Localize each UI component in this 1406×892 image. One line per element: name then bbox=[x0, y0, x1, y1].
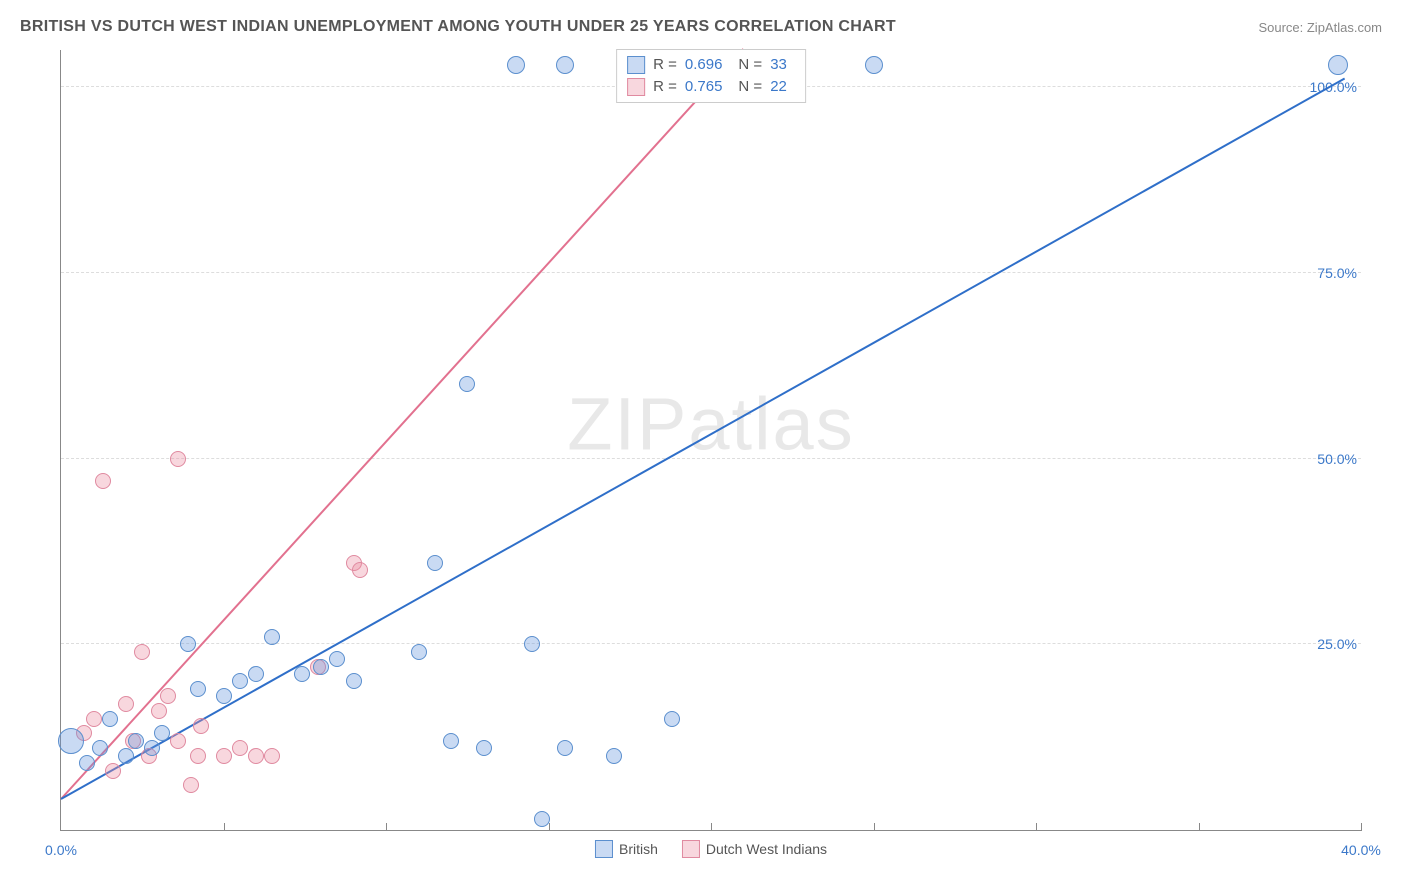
y-tick-label: 25.0% bbox=[1317, 636, 1357, 652]
data-point bbox=[664, 711, 680, 727]
data-point bbox=[190, 748, 206, 764]
data-point bbox=[118, 696, 134, 712]
data-point bbox=[232, 740, 248, 756]
y-tick-label: 50.0% bbox=[1317, 451, 1357, 467]
data-point bbox=[151, 703, 167, 719]
data-point bbox=[264, 748, 280, 764]
r-value: 0.696 bbox=[685, 54, 723, 76]
data-point bbox=[524, 636, 540, 652]
r-value: 0.765 bbox=[685, 76, 723, 98]
x-tick bbox=[549, 823, 550, 831]
x-tick bbox=[224, 823, 225, 831]
data-point bbox=[606, 748, 622, 764]
legend-swatch bbox=[595, 840, 613, 858]
data-point bbox=[190, 681, 206, 697]
data-point bbox=[58, 728, 84, 754]
x-tick bbox=[711, 823, 712, 831]
data-point bbox=[865, 56, 883, 74]
data-point bbox=[507, 56, 525, 74]
gridline bbox=[61, 458, 1361, 459]
legend-swatch bbox=[682, 840, 700, 858]
data-point bbox=[329, 651, 345, 667]
x-tick bbox=[874, 823, 875, 831]
trend-line bbox=[60, 48, 744, 800]
data-point bbox=[459, 376, 475, 392]
data-point bbox=[125, 733, 141, 749]
watermark-text: ZIPatlas bbox=[567, 382, 854, 467]
data-point bbox=[310, 659, 326, 675]
x-tick bbox=[386, 823, 387, 831]
data-point bbox=[352, 562, 368, 578]
gridline bbox=[61, 643, 1361, 644]
data-point bbox=[86, 711, 102, 727]
data-point bbox=[248, 748, 264, 764]
n-label: N = bbox=[738, 54, 762, 76]
data-point bbox=[476, 740, 492, 756]
x-tick bbox=[1036, 823, 1037, 831]
chart-title: BRITISH VS DUTCH WEST INDIAN UNEMPLOYMEN… bbox=[20, 18, 896, 36]
source-label: Source: ZipAtlas.com bbox=[1258, 20, 1382, 35]
data-point bbox=[294, 666, 310, 682]
legend-swatch bbox=[627, 78, 645, 96]
r-label: R = bbox=[653, 76, 677, 98]
r-label: R = bbox=[653, 54, 677, 76]
data-point bbox=[346, 673, 362, 689]
x-tick-label: 40.0% bbox=[1341, 842, 1381, 858]
data-point bbox=[183, 777, 199, 793]
data-point bbox=[102, 711, 118, 727]
data-point bbox=[427, 555, 443, 571]
n-value: 22 bbox=[770, 76, 787, 98]
gridline bbox=[61, 272, 1361, 273]
legend-label: British bbox=[619, 841, 658, 857]
n-label: N = bbox=[738, 76, 762, 98]
data-point bbox=[557, 740, 573, 756]
data-point bbox=[180, 636, 196, 652]
data-point bbox=[1328, 55, 1348, 75]
data-point bbox=[443, 733, 459, 749]
stats-row: R = 0.765 N = 22 bbox=[627, 76, 795, 98]
data-point bbox=[232, 673, 248, 689]
legend-item: British bbox=[595, 840, 658, 858]
stats-row: R = 0.696 N = 33 bbox=[627, 54, 795, 76]
data-point bbox=[95, 473, 111, 489]
x-tick bbox=[1361, 823, 1362, 831]
n-value: 33 bbox=[770, 54, 787, 76]
legend-swatch bbox=[627, 56, 645, 74]
y-tick-label: 75.0% bbox=[1317, 265, 1357, 281]
trend-line bbox=[61, 78, 1346, 800]
data-point bbox=[216, 688, 232, 704]
x-tick-label: 0.0% bbox=[45, 842, 77, 858]
legend-item: Dutch West Indians bbox=[682, 840, 827, 858]
data-point bbox=[248, 666, 264, 682]
data-point bbox=[216, 748, 232, 764]
data-point bbox=[556, 56, 574, 74]
correlation-stats-box: R = 0.696 N = 33 R = 0.765 N = 22 bbox=[616, 49, 806, 103]
scatter-plot: ZIPatlas 25.0%50.0%75.0%100.0%0.0%40.0%R… bbox=[60, 50, 1361, 831]
data-point bbox=[313, 659, 329, 675]
series-legend: British Dutch West Indians bbox=[595, 840, 827, 858]
data-point bbox=[160, 688, 176, 704]
x-tick bbox=[1199, 823, 1200, 831]
data-point bbox=[134, 644, 150, 660]
data-point bbox=[170, 451, 186, 467]
data-point bbox=[128, 733, 144, 749]
data-point bbox=[76, 725, 92, 741]
legend-label: Dutch West Indians bbox=[706, 841, 827, 857]
data-point bbox=[346, 555, 362, 571]
data-point bbox=[411, 644, 427, 660]
